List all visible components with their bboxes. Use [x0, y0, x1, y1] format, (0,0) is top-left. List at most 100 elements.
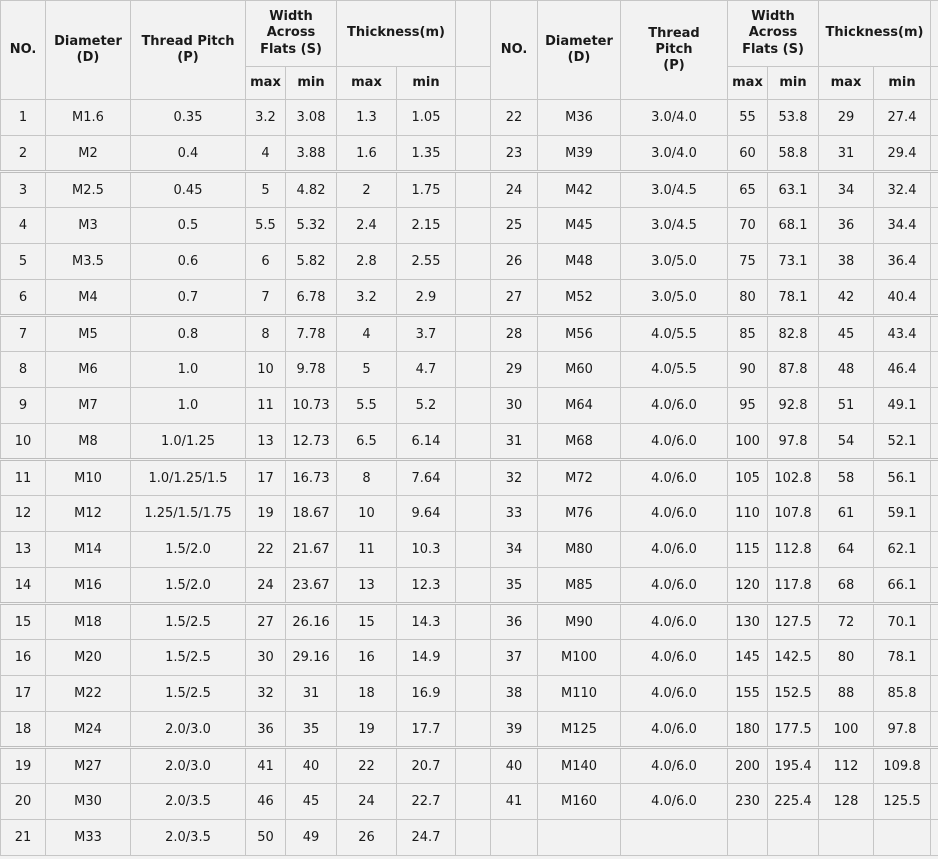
cell-s-max-left: 32	[245, 675, 286, 712]
cell-thread-pitch-right: 4.0/6.0	[620, 495, 728, 532]
cell-s-min-right: 112.8	[767, 531, 819, 568]
edge-cell	[930, 783, 938, 820]
cell-no-right: 33	[490, 495, 538, 532]
table-row: 18 M24 2.0/3.0 36 35 19 17.7 39 M125 4.0/6.0 180 17…	[0, 711, 938, 749]
cell-diameter-right: M140	[537, 747, 621, 784]
table-row: 17 M22 1.5/2.5 32 31 18 16.9 38 M110 4.0/6.0 155 15…	[0, 675, 938, 712]
cell-s-max-right: 115	[727, 531, 768, 568]
cell-s-max-right: 95	[727, 387, 768, 424]
cell-m-max-right: 100	[818, 711, 874, 749]
cell-thread-pitch-left: 1.5/2.5	[130, 675, 246, 712]
table-row: 4 M3 0.5 5.5 5.32 2.4 2.15 25 M45 3.0/4.5 70 68.1 36…	[0, 207, 938, 244]
cell-m-max-left: 11	[336, 531, 397, 568]
cell-no-left: 13	[0, 531, 46, 568]
edge-cell	[930, 819, 938, 856]
cell-m-min-left: 12.3	[396, 567, 456, 605]
cell-m-min-right: 62.1	[873, 531, 931, 568]
cell-diameter-left: M5	[45, 315, 131, 352]
spacer-cell	[455, 243, 491, 280]
cell-m-max-right: 64	[818, 531, 874, 568]
cell-thread-pitch-left: 1.0/1.25	[130, 423, 246, 461]
cell-s-max-left: 5.5	[245, 207, 286, 244]
edge-cell	[930, 171, 938, 208]
cell-thread-pitch-left: 1.5/2.0	[130, 531, 246, 568]
cell-m-max-left: 22	[336, 747, 397, 784]
cell-s-max-right: 55	[727, 99, 768, 136]
cell-no-left: 10	[0, 423, 46, 461]
cell-s-min-right: 97.8	[767, 423, 819, 461]
cell-m-min-right: 34.4	[873, 207, 931, 244]
cell-no-left: 14	[0, 567, 46, 605]
cell-m-max-right: 58	[818, 459, 874, 496]
cell-s-max-right: 155	[727, 675, 768, 712]
cell-thread-pitch-left: 2.0/3.5	[130, 819, 246, 856]
cell-s-max-left: 36	[245, 711, 286, 749]
cell-m-max-left: 15	[336, 603, 397, 640]
table-row: 13 M14 1.5/2.0 22 21.67 11 10.3 34 M80 4.0/6.0 115…	[0, 531, 938, 568]
cell-no-right: 22	[490, 99, 538, 136]
cell-diameter-left: M4	[45, 279, 131, 317]
subheader-s-max-left: max	[245, 66, 286, 100]
cell-s-max-left: 11	[245, 387, 286, 424]
edge-cell	[930, 315, 938, 352]
cell-m-max-left: 24	[336, 783, 397, 820]
cell-thread-pitch-right: 3.0/5.0	[620, 243, 728, 280]
cell-s-min-left: 29.16	[285, 639, 337, 676]
cell-thread-pitch-right: 3.0/4.0	[620, 99, 728, 136]
table-row: 16 M20 1.5/2.5 30 29.16 16 14.9 37 M100 4.0/6.0 14…	[0, 639, 938, 676]
cell-m-max-right: 72	[818, 603, 874, 640]
cell-no-left: 4	[0, 207, 46, 244]
cell-s-max-right	[727, 819, 768, 856]
cell-m-max-right: 36	[818, 207, 874, 244]
cell-diameter-left: M1.6	[45, 99, 131, 136]
cell-s-min-left: 40	[285, 747, 337, 784]
cell-s-min-right: 142.5	[767, 639, 819, 676]
cell-diameter-left: M7	[45, 387, 131, 424]
spacer-cell	[455, 495, 491, 532]
header-thread-pitch-right: Thread Pitch (P)	[620, 0, 728, 100]
cell-m-min-right: 32.4	[873, 171, 931, 208]
cell-diameter-left: M8	[45, 423, 131, 461]
edge-cell	[930, 567, 938, 605]
cell-m-max-left: 26	[336, 819, 397, 856]
table-header: NO. Diameter (D) Thread Pitch (P) Width …	[0, 0, 938, 100]
cell-no-right: 36	[490, 603, 538, 640]
spacer-cell	[455, 783, 491, 820]
cell-m-min-left: 1.35	[396, 135, 456, 173]
cell-no-right: 34	[490, 531, 538, 568]
cell-m-min-right: 27.4	[873, 99, 931, 136]
cell-s-min-left: 5.32	[285, 207, 337, 244]
cell-s-min-left: 10.73	[285, 387, 337, 424]
cell-m-min-right: 36.4	[873, 243, 931, 280]
cell-no-left: 20	[0, 783, 46, 820]
cell-s-min-right: 78.1	[767, 279, 819, 317]
cell-m-min-right: 46.4	[873, 351, 931, 388]
edge-cell	[930, 459, 938, 496]
cell-m-min-right: 59.1	[873, 495, 931, 532]
header-diameter-right: Diameter (D)	[537, 0, 621, 100]
cell-s-max-left: 17	[245, 459, 286, 496]
cell-m-min-right: 49.1	[873, 387, 931, 424]
cell-m-min-left: 10.3	[396, 531, 456, 568]
cell-s-min-right: 73.1	[767, 243, 819, 280]
cell-m-max-right: 38	[818, 243, 874, 280]
header-thickness-left: Thickness(m)	[336, 0, 456, 67]
edge-cell	[930, 711, 938, 749]
cell-s-max-left: 24	[245, 567, 286, 605]
cell-s-max-left: 8	[245, 315, 286, 352]
cell-s-min-left: 7.78	[285, 315, 337, 352]
cell-m-min-left: 7.64	[396, 459, 456, 496]
table-row: 14 M16 1.5/2.0 24 23.67 13 12.3 35 M85 4.0/6.0 120…	[0, 567, 938, 605]
cell-thread-pitch-right: 3.0/4.0	[620, 135, 728, 173]
spacer-cell	[455, 603, 491, 640]
cell-m-min-left: 17.7	[396, 711, 456, 749]
cell-thread-pitch-right: 4.0/6.0	[620, 387, 728, 424]
cell-no-right: 27	[490, 279, 538, 317]
cell-s-min-right: 177.5	[767, 711, 819, 749]
cell-s-max-left: 4	[245, 135, 286, 173]
cell-m-max-left: 2.4	[336, 207, 397, 244]
cell-no-right: 38	[490, 675, 538, 712]
cell-thread-pitch-left: 1.5/2.5	[130, 603, 246, 640]
cell-no-right: 40	[490, 747, 538, 784]
cell-m-min-left: 14.9	[396, 639, 456, 676]
